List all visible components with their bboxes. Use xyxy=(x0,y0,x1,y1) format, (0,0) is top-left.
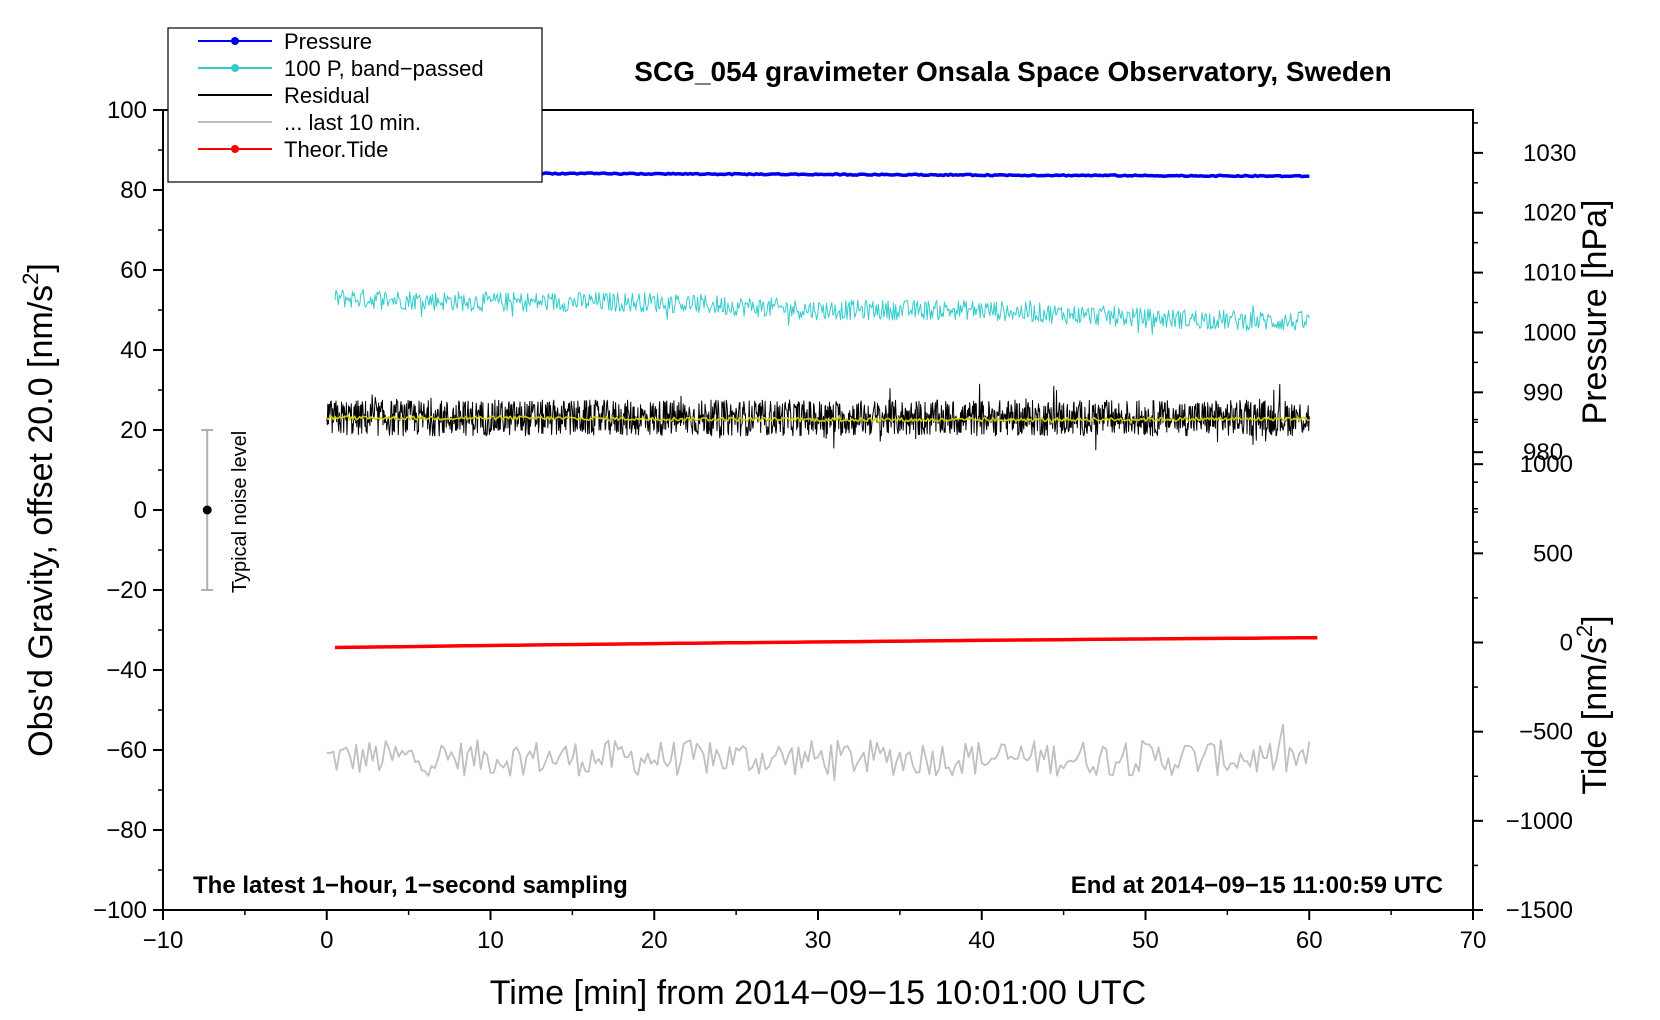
series-line-residual xyxy=(326,383,1310,451)
y-tick-label: −20 xyxy=(106,577,147,604)
legend-label: Residual xyxy=(284,83,370,108)
y-tick-label: 20 xyxy=(120,417,147,444)
series-layer xyxy=(326,170,1318,781)
plot-frame xyxy=(162,109,1474,911)
series-line-residual-smoothed- xyxy=(326,414,1310,424)
y-tick-label: 60 xyxy=(120,257,147,284)
tide-tick-label: −1000 xyxy=(1506,808,1573,835)
pressure-tick-label: 980 xyxy=(1523,439,1563,466)
noise-level-label: Typical noise level xyxy=(229,431,251,593)
legend-marker xyxy=(231,64,239,72)
x-axis-label: Time [min] from 2014−09−15 10:01:00 UTC xyxy=(490,974,1146,1012)
pressure-axis-ticks: 1030 1020 1010 1000 990 980 xyxy=(1473,122,1576,543)
x-tick-label: 30 xyxy=(805,927,832,954)
legend-box xyxy=(167,27,543,183)
series-line--last-10-min- xyxy=(326,723,1311,781)
y-tick-label: 100 xyxy=(107,97,147,124)
x-tick-label: 50 xyxy=(1132,927,1159,954)
legend-label: 100 P, band−passed xyxy=(284,56,484,81)
x-tick-label: 10 xyxy=(477,927,504,954)
series-line-100-p-band-passed xyxy=(334,288,1310,335)
pressure-axis-label: Pressure [hPa] xyxy=(1576,200,1614,425)
y-axis-label: Obs'd Gravity, offset 20.0 [nm/s2] xyxy=(18,263,60,757)
y-axis-ticks: 100 80 60 40 20 0 −20 −40 −60 −80 −100 xyxy=(93,97,163,924)
tide-tick-label: 1000 xyxy=(1520,451,1573,478)
x-tick-label: −10 xyxy=(143,927,184,954)
chart-title: SCG_054 gravimeter Onsala Space Observat… xyxy=(634,56,1391,87)
tide-tick-label: 500 xyxy=(1533,540,1573,567)
legend-marker xyxy=(231,145,239,153)
y-tick-label: 80 xyxy=(120,177,147,204)
legend-label: Pressure xyxy=(284,29,372,54)
tide-axis-label: Tide [nm/s2] xyxy=(1572,615,1614,794)
tide-tick-label: −500 xyxy=(1519,719,1573,746)
y-tick-label: 40 xyxy=(120,337,147,364)
noise-bar-center-dot xyxy=(202,505,212,515)
y-tick-label: −40 xyxy=(106,657,147,684)
note-right: End at 2014−09−15 11:00:59 UTC xyxy=(1071,872,1443,899)
x-tick-label: 60 xyxy=(1296,927,1323,954)
pressure-tick-label: 990 xyxy=(1523,379,1563,406)
x-tick-label: 40 xyxy=(968,927,995,954)
note-left: The latest 1−hour, 1−second sampling xyxy=(193,872,628,899)
pressure-tick-label: 1000 xyxy=(1523,319,1576,346)
legend-label: Theor.Tide xyxy=(284,137,388,162)
pressure-tick-label: 1020 xyxy=(1523,200,1576,227)
pressure-tick-label: 1010 xyxy=(1523,260,1576,287)
tide-tick-label: 0 xyxy=(1560,630,1573,657)
x-tick-label: 70 xyxy=(1460,927,1487,954)
y-tick-label: 0 xyxy=(134,497,147,524)
tide-axis-ticks: 1000 500 0 −500 −1000 −1500 xyxy=(1473,418,1573,924)
tide-tick-label: −1500 xyxy=(1506,897,1573,924)
pressure-tick-label: 1030 xyxy=(1523,140,1576,167)
x-axis-ticks: −10 0 10 20 30 40 50 60 70 xyxy=(143,910,1487,954)
series-line-theor-tide xyxy=(334,635,1318,650)
x-tick-label: 20 xyxy=(641,927,668,954)
x-tick-label: 0 xyxy=(320,927,333,954)
y-tick-label: −80 xyxy=(106,817,147,844)
legend-marker xyxy=(231,37,239,45)
y-tick-label: −100 xyxy=(93,897,147,924)
y-tick-label: −60 xyxy=(106,737,147,764)
legend-label: ... last 10 min. xyxy=(284,110,421,135)
noise-level-indicator xyxy=(201,429,214,591)
